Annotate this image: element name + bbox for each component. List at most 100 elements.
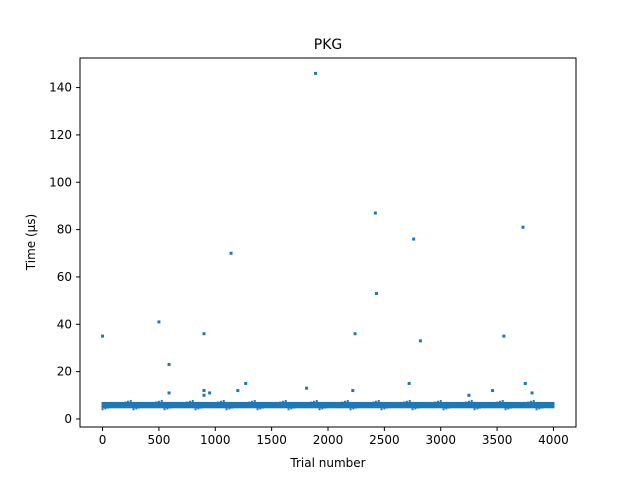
- data-point: [236, 404, 239, 407]
- data-point: [284, 399, 287, 402]
- data-point: [414, 407, 417, 410]
- outlier-point: [412, 237, 416, 241]
- data-point: [205, 404, 208, 407]
- plot-frame: [79, 57, 577, 428]
- x-tick-label: 4000: [538, 433, 569, 447]
- x-tick-label: 1000: [200, 433, 231, 447]
- data-point: [265, 405, 267, 408]
- data-point: [112, 404, 115, 407]
- data-point: [191, 399, 194, 402]
- outlier-point: [157, 320, 161, 324]
- data-point: [541, 406, 544, 409]
- data-point: [332, 404, 335, 407]
- data-point: [290, 407, 293, 410]
- data-point: [484, 404, 487, 407]
- data-point: [510, 406, 513, 409]
- data-point: [228, 407, 231, 410]
- data-point: [403, 401, 406, 404]
- data-point: [149, 403, 152, 406]
- outlier-point: [351, 389, 355, 393]
- data-point: [222, 399, 225, 402]
- outlier-point: [208, 391, 212, 395]
- data-point: [521, 403, 524, 406]
- data-point: [188, 400, 191, 403]
- data-point: [329, 404, 332, 407]
- outlier-point: [202, 389, 206, 393]
- data-point: [391, 404, 394, 407]
- data-point: [487, 404, 490, 407]
- outlier-point: [418, 339, 422, 343]
- outlier-point: [502, 334, 506, 338]
- data-point: [163, 408, 166, 411]
- outlier-point: [374, 292, 378, 296]
- data-point: [121, 402, 124, 405]
- x-axis-label: Trial number: [289, 456, 365, 470]
- data-point: [532, 399, 535, 402]
- data-point: [110, 405, 112, 408]
- data-point: [338, 402, 341, 405]
- data-point: [476, 407, 479, 410]
- data-point: [253, 399, 256, 402]
- y-tick-label: 140: [49, 81, 72, 95]
- data-point: [552, 403, 555, 406]
- data-point: [298, 404, 301, 407]
- data-point: [307, 402, 310, 405]
- data-point: [273, 403, 276, 406]
- data-point: [411, 408, 414, 411]
- y-tick-label: 100: [49, 175, 72, 189]
- data-point: [318, 408, 321, 411]
- data-point: [355, 406, 358, 409]
- data-point: [245, 402, 248, 405]
- data-point: [194, 408, 197, 411]
- outlier-point: [202, 393, 206, 397]
- y-tick-label: 0: [64, 412, 72, 426]
- data-point: [169, 406, 172, 409]
- x-tick-label: 0: [99, 433, 107, 447]
- outlier-point: [236, 389, 240, 393]
- data-point: [118, 403, 121, 406]
- data-point: [546, 404, 549, 407]
- x-tick-label: 2500: [369, 433, 400, 447]
- data-point: [389, 405, 391, 408]
- data-point: [276, 402, 279, 405]
- data-point: [467, 400, 470, 403]
- data-point: [321, 407, 324, 410]
- data-point: [372, 401, 375, 404]
- data-point: [496, 401, 499, 404]
- data-point: [538, 407, 541, 410]
- data-point: [214, 402, 217, 405]
- data-point: [479, 406, 482, 409]
- x-axis: 0 500 1000 1500 2000 2500 3000 3500 4000: [99, 427, 569, 447]
- data-point: [431, 402, 434, 405]
- y-tick-label: 40: [57, 317, 72, 331]
- data-point: [417, 406, 420, 409]
- data-point: [544, 405, 546, 408]
- outlier-point: [244, 381, 248, 385]
- outlier-point: [373, 211, 377, 215]
- data-point: [473, 408, 476, 411]
- data-point: [115, 404, 118, 407]
- data-point: [436, 400, 439, 403]
- data-point: [129, 399, 132, 402]
- outlier-point: [407, 381, 411, 385]
- data-point: [124, 401, 127, 404]
- data-point: [527, 401, 530, 404]
- y-tick-label: 60: [57, 270, 72, 284]
- data-point: [462, 402, 465, 405]
- outlier-point: [467, 393, 471, 397]
- data-point: [141, 405, 143, 408]
- data-point: [459, 403, 462, 406]
- data-point: [107, 406, 110, 409]
- y-tick-label: 20: [57, 365, 72, 379]
- outlier-point: [229, 251, 233, 255]
- data-point: [377, 399, 380, 402]
- data-point: [346, 399, 349, 402]
- y-axis: 0 20 40 60 80 100 120 140: [49, 81, 80, 426]
- data-point: [465, 401, 468, 404]
- data-point: [535, 408, 538, 411]
- data-point: [420, 405, 422, 408]
- outlier-point: [353, 332, 357, 336]
- baseline-points-band: [101, 401, 555, 409]
- y-tick-label: 120: [49, 128, 72, 142]
- data-point: [155, 401, 158, 404]
